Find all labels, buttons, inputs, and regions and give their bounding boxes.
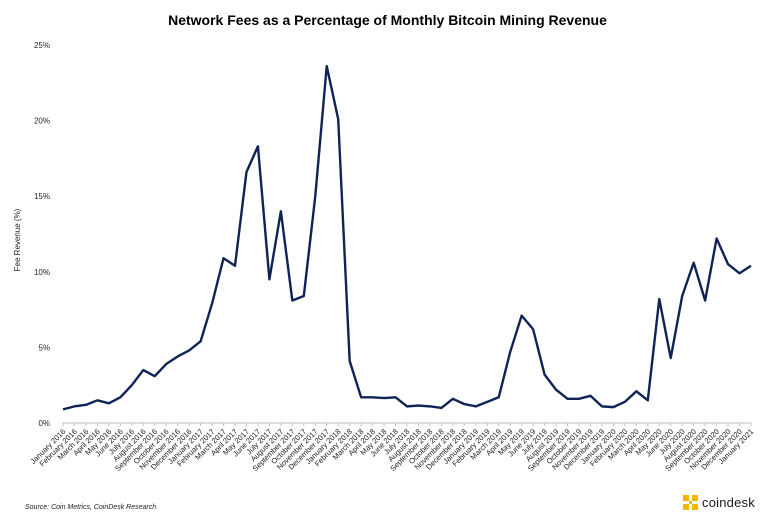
coindesk-logo-icon [683, 495, 698, 510]
y-tick-label: 15% [34, 192, 50, 201]
coindesk-wordmark: coindesk [702, 495, 755, 510]
coindesk-logo: coindesk [683, 495, 755, 510]
y-axis: 0% 5% 10% 15% 20% 25% [34, 41, 50, 428]
y-tick-label: 0% [38, 419, 50, 428]
y-tick-label: 20% [34, 117, 50, 126]
source-note: Source: Coin Metrics, CoinDesk Research [25, 504, 157, 511]
chart-title: Network Fees as a Percentage of Monthly … [168, 12, 607, 28]
y-tick-label: 5% [38, 343, 50, 352]
y-tick-label: 10% [34, 268, 50, 277]
y-axis-label: Fee Revenue (%) [13, 208, 22, 271]
series-group [62, 64, 752, 411]
y-tick-label: 25% [34, 41, 50, 50]
series-line [62, 64, 752, 411]
